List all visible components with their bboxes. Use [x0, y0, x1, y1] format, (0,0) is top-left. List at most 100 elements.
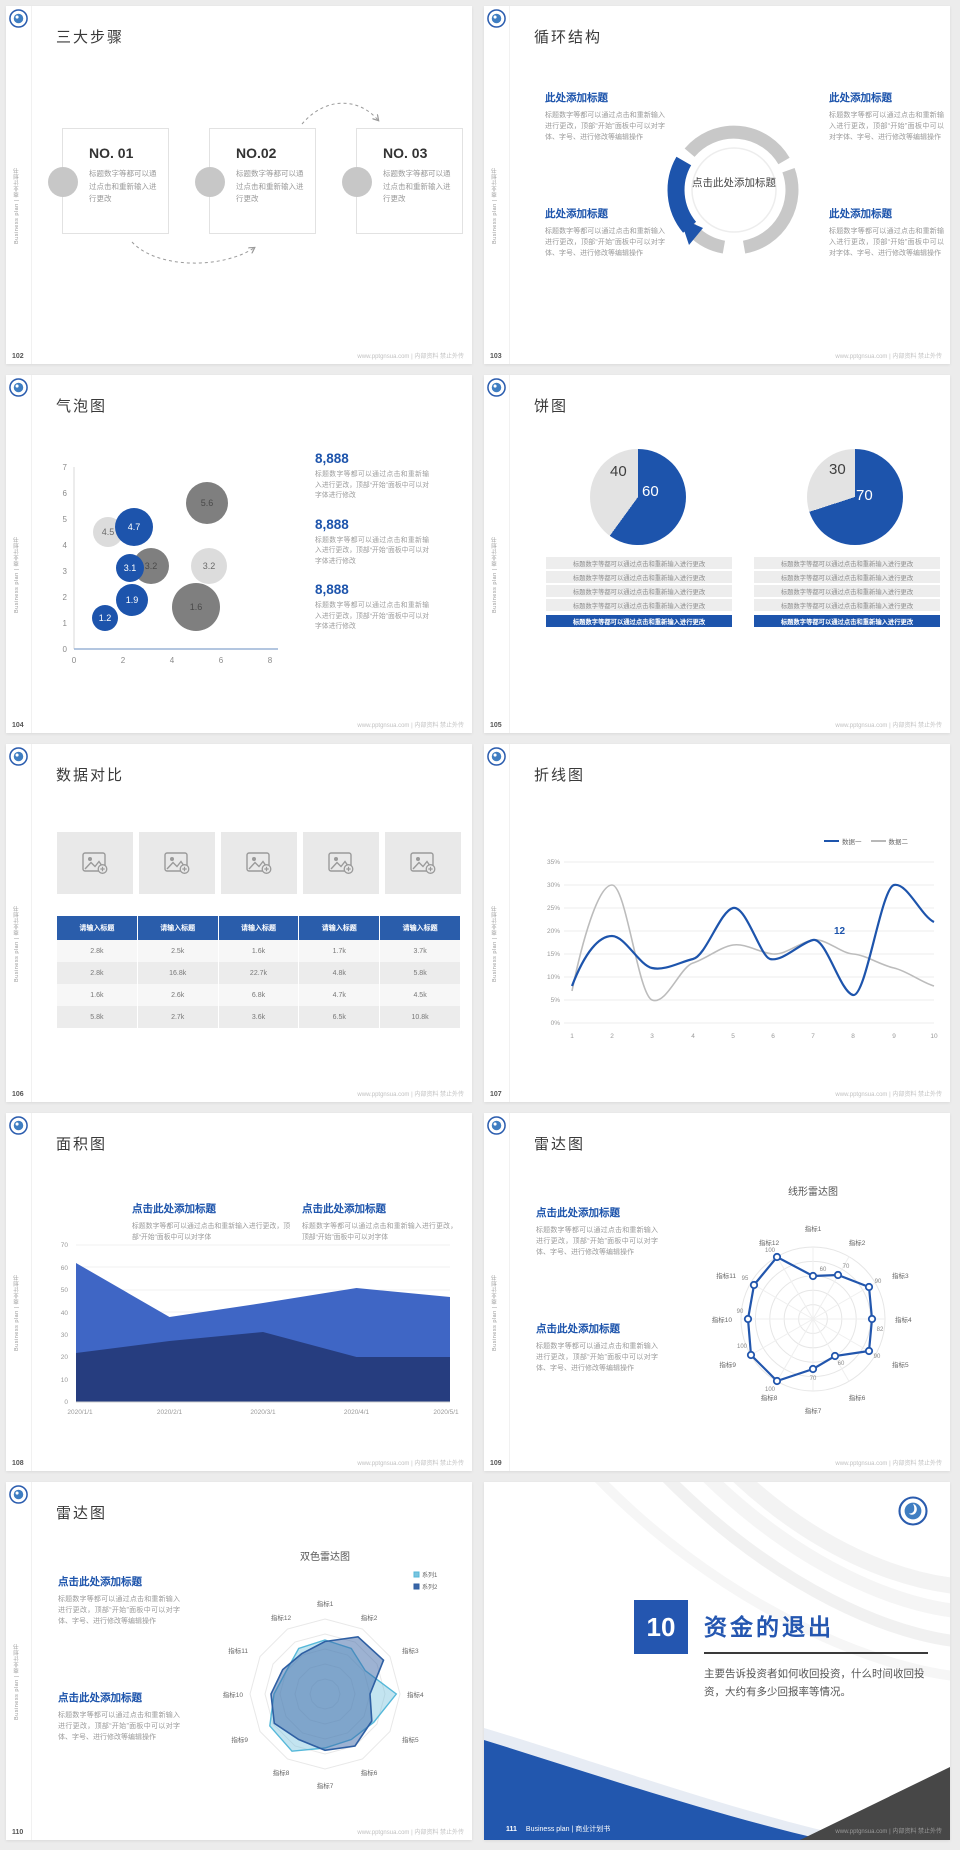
footer-watermark: www.pptgnsua.com | 内部资料 禁止外传 [835, 1461, 942, 1467]
slide-111[interactable]: 10 资金的退出 主要告诉投资者如何收回投资，什么时间收回投资，大约有多少回报率… [484, 1482, 950, 1840]
section-body: 标题数字等都可以通过点击和重新输入进行更改，顶部“开始”面板中可以对字体、字号、… [545, 228, 665, 257]
svg-text:系列1: 系列1 [422, 1571, 438, 1579]
svg-text:2: 2 [610, 1033, 614, 1040]
slide-sidebar: Business plan | 商业计划书 [484, 6, 510, 364]
svg-text:2020/1/1: 2020/1/1 [67, 1409, 93, 1416]
svg-text:70: 70 [61, 1242, 69, 1249]
table-cell: 10.8k [380, 1006, 461, 1028]
slide-110[interactable]: Business plan | 商业计划书 雷达图 点击此处添加标题 标题数字等… [6, 1482, 472, 1840]
svg-text:6: 6 [63, 489, 68, 498]
table-cell: 2.6k [138, 984, 219, 1006]
text-section: 点击此处添加标题 标题数字等都可以通过点击和重新输入进行更改，顶部“开始”面板中… [58, 1574, 180, 1627]
footer-watermark: www.pptgnsua.com | 内部资料 禁止外传 [835, 723, 942, 729]
slide-sidebar: Business plan | 商业计划书 [6, 6, 32, 364]
table-header-cell: 请输入标题 [299, 916, 381, 940]
svg-text:90: 90 [875, 1279, 882, 1285]
svg-text:3.2: 3.2 [203, 561, 216, 571]
step-description: 标题数字等都可以通过点击和重新输入进行更改 [236, 169, 304, 203]
brand-logo-icon [9, 747, 28, 766]
text-section: 点击此处添加标题 标题数字等都可以通过点击和重新输入进行更改，顶部“开始”面板中… [132, 1201, 290, 1243]
section-heading: 点击此处添加标题 [536, 1207, 620, 1219]
chapter-title: 资金的退出 [704, 1614, 834, 1640]
slide-sidebar: Business plan | 商业计划书 [484, 375, 510, 733]
step-description: 标题数字等都可以通过点击和重新输入进行更改 [89, 169, 157, 203]
svg-text:100: 100 [765, 1248, 776, 1254]
y-axis-ticks: 7 6 5 4 3 2 1 0 [63, 463, 68, 654]
text-section: 此处添加标题 标题数字等都可以通过点击和重新输入进行更改，顶部“开始”面板中可以… [545, 90, 665, 143]
slide-title: 折线图 [534, 767, 586, 784]
svg-text:3: 3 [650, 1033, 654, 1040]
svg-text:100: 100 [737, 1344, 748, 1350]
image-icon [409, 851, 435, 874]
x-axis-ticks: 0 2 4 6 8 [72, 656, 273, 665]
radar-chart-line: 线形雷达图 指标1 指 [712, 1185, 912, 1415]
slide-104[interactable]: Business plan | 商业计划书 气泡图 7 6 5 4 3 2 1 … [6, 375, 472, 733]
brand-logo-icon [487, 747, 506, 766]
slide-108[interactable]: Business plan | 商业计划书 面积图 点击此处添加标题 标题数字等… [6, 1113, 472, 1471]
data-point-label: 12 [834, 926, 846, 937]
svg-text:20%: 20% [547, 928, 560, 935]
svg-text:系列2: 系列2 [422, 1583, 438, 1591]
svg-text:4.7: 4.7 [128, 522, 141, 532]
caption-row-highlight: 标题数字等都可以通过点击和重新输入进行更改 [754, 615, 940, 627]
slide-105[interactable]: Business plan | 商业计划书 饼图 40 60 30 70 标题数… [484, 375, 950, 733]
svg-text:20: 20 [61, 1354, 69, 1361]
area-series-front [76, 1332, 450, 1402]
svg-text:0%: 0% [551, 1020, 561, 1027]
svg-text:9: 9 [892, 1033, 896, 1040]
svg-text:指标5: 指标5 [402, 1735, 419, 1744]
series-line-gray [571, 884, 935, 1002]
image-placeholder [385, 832, 461, 894]
section-heading: 此处添加标题 [829, 208, 892, 220]
caption-row: 标题数字等都可以通过点击和重新输入进行更改 [546, 571, 732, 583]
svg-text:指标8: 指标8 [273, 1768, 290, 1777]
slide-number: 107 [490, 1091, 502, 1098]
slide-106[interactable]: Business plan | 商业计划书 数据对比 [6, 744, 472, 1102]
table-header-cell: 请输入标题 [218, 916, 300, 940]
svg-text:指标8: 指标8 [761, 1393, 778, 1402]
text-section: 点击此处添加标题 标题数字等都可以通过点击和重新输入进行更改，顶部“开始”面板中… [58, 1690, 180, 1743]
section-body: 标题数字等都可以通过点击和重新输入进行更改，顶部“开始”面板中可以对字体、字号、… [545, 112, 665, 141]
table-cell: 1.6k [219, 940, 300, 962]
svg-text:2020/3/1: 2020/3/1 [250, 1409, 276, 1416]
y-axis-ticks: 70 60 50 40 30 20 10 0 [61, 1242, 69, 1406]
svg-text:40: 40 [61, 1310, 69, 1317]
blue-swoosh [484, 1740, 824, 1840]
stat-value: 8,888 [315, 516, 349, 532]
brand-logo-icon [487, 378, 506, 397]
text-section: 此处添加标题 标题数字等都可以通过点击和重新输入进行更改，顶部“开始”面板中可以… [829, 206, 944, 259]
stat-block: 8,888 标题数字等都可以通过点击和重新输入进行更改，顶部“开始”面板中可以对… [315, 517, 429, 568]
slide-102[interactable]: Business plan | 商业计划书 三大步骤 NO. 01 标题数字等都… [6, 6, 472, 364]
chart-title: 线形雷达图 [788, 1185, 838, 1198]
footer-watermark: www.pptgnsua.com | 内部资料 禁止外传 [357, 354, 464, 360]
slide-103[interactable]: Business plan | 商业计划书 循环结构 此处添加标题 标题数字等都… [484, 6, 950, 364]
radar-chart-dual: 双色雷达图 指标1 指标2 指标3 指标4 指标5 指标6 指标7 指标8 [223, 1550, 438, 1790]
table-cell: 4.8k [299, 962, 381, 984]
legend-label: 数据一 [842, 839, 862, 846]
slide-109[interactable]: Business plan | 商业计划书 雷达图 点击此处添加标题 标题数字等… [484, 1113, 950, 1471]
radar-category-labels: 指标1 指标2 指标3 指标4 指标5 指标6 指标7 指标8 指标9 指标10… [712, 1224, 912, 1415]
slide-sidebar: Business plan | 商业计划书 [6, 1482, 32, 1840]
pie-chart-right [807, 449, 903, 545]
svg-text:指标12: 指标12 [271, 1613, 292, 1622]
area-chart: 70 60 50 40 30 20 10 0 2020/1/1 2020/2/1… [61, 1242, 459, 1416]
table-cell: 1.7k [299, 940, 381, 962]
caption-list-left: 标题数字等都可以通过点击和重新输入进行更改 标题数字等都可以通过点击和重新输入进行… [546, 557, 732, 627]
slide-107[interactable]: Business plan | 商业计划书 折线图 数据一 数据二 35% 30… [484, 744, 950, 1102]
sidebar-vertical-text: Business plan | 商业计划书 [492, 536, 498, 613]
svg-text:指标2: 指标2 [361, 1613, 378, 1622]
caption-row-highlight: 标题数字等都可以通过点击和重新输入进行更改 [546, 615, 732, 627]
svg-text:90: 90 [874, 1354, 881, 1360]
stat-blocks: 8,888 标题数字等都可以通过点击和重新输入进行更改，顶部“开始”面板中可以对… [315, 451, 429, 633]
svg-text:0: 0 [64, 1399, 68, 1406]
text-section: 点击此处添加标题 标题数字等都可以通过点击和重新输入进行更改，顶部“开始”面板中… [536, 1205, 658, 1258]
image-placeholder [57, 832, 133, 894]
section-body: 标题数字等都可以通过点击和重新输入进行更改，顶部“开始”面板中可以对字体、字号、… [58, 1596, 180, 1625]
sidebar-vertical-text: Business plan | 商业计划书 [14, 1643, 20, 1720]
slide-title: 饼图 [534, 398, 569, 415]
brand-logo-icon [487, 9, 506, 28]
section-heading: 此处添加标题 [545, 208, 608, 220]
section-body: 标题数字等都可以通过点击和重新输入进行更改，顶部“开始”面板中可以对字体、字号、… [829, 228, 944, 257]
x-axis-ticks: 2020/1/1 2020/2/1 2020/3/1 2020/4/1 2020… [67, 1409, 459, 1416]
